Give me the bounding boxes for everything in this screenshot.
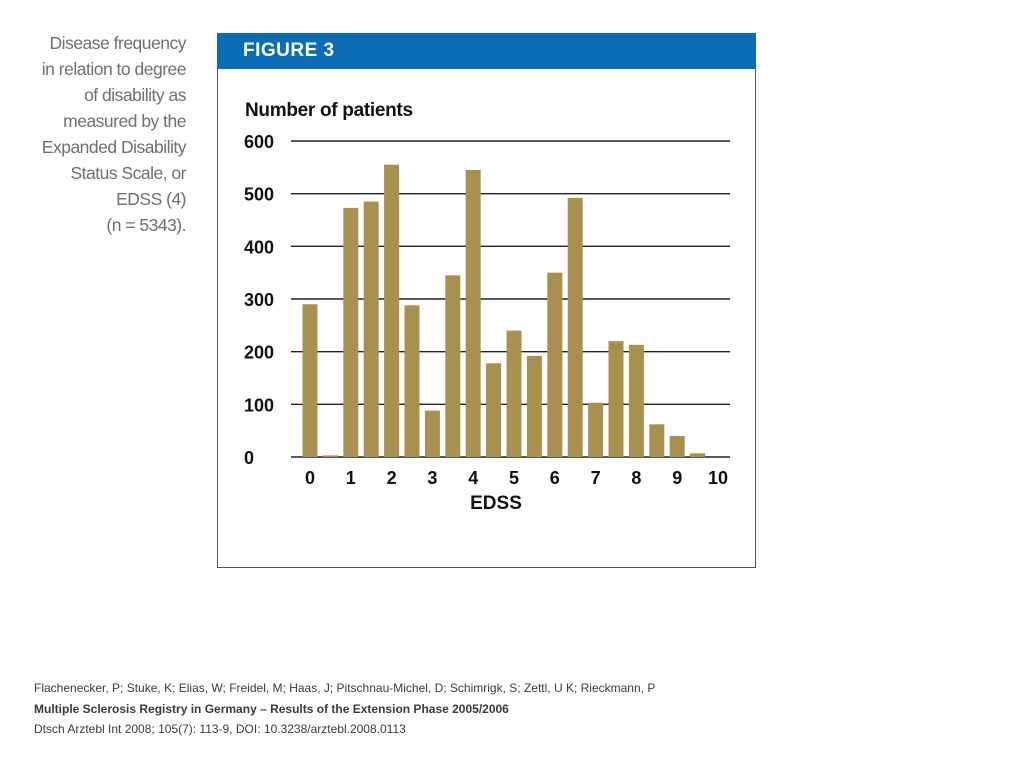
figure-caption: Disease frequency in relation to degree of… <box>20 30 187 238</box>
y-tick-label: 500 <box>244 185 274 205</box>
bar <box>567 197 583 457</box>
bar <box>649 424 665 457</box>
x-tick-label: 8 <box>631 468 641 488</box>
bar <box>322 455 338 457</box>
bar <box>628 344 644 457</box>
citation-authors: Flachenecker, P; Stuke, K; Elias, W; Fre… <box>34 681 656 695</box>
y-tick-label: 200 <box>244 343 274 363</box>
x-tick-label: 10 <box>708 468 728 488</box>
bar <box>384 164 400 457</box>
y-axis-title: Number of patients <box>245 100 413 121</box>
x-tick-label: 0 <box>305 468 315 488</box>
y-tick-label: 400 <box>244 237 274 257</box>
bar <box>302 304 318 457</box>
caption-line: in relation to degree <box>41 59 187 79</box>
caption-line: Disease frequency <box>49 33 187 53</box>
caption-line: Status Scale, or <box>70 163 186 183</box>
figure-label: FIGURE 3 <box>243 40 335 61</box>
caption-line: (n = 5343). <box>106 215 186 235</box>
bar <box>404 305 420 457</box>
x-tick-label: 4 <box>468 468 478 488</box>
figure-panel: FIGURE 3 Number of patients EDSS 0 100 200… <box>217 33 756 568</box>
y-tick-label: 600 <box>244 132 274 152</box>
bar-chart: Number of patients EDSS 0100200300400500… <box>244 100 730 514</box>
x-tick-label: 9 <box>672 468 682 488</box>
bar <box>465 169 481 457</box>
x-tick-label: 6 <box>550 468 560 488</box>
bar <box>486 363 502 457</box>
bar <box>526 355 542 457</box>
caption-line: EDSS (4) <box>116 189 186 209</box>
citation-source: Dtsch Arztebl Int 2008; 105(7): 113-9, D… <box>34 722 406 736</box>
x-tick-label: 1 <box>346 468 356 488</box>
bar <box>588 402 604 457</box>
figure-header-bar: FIGURE 3 <box>217 33 756 69</box>
bar <box>424 410 440 457</box>
caption-line: of disability as <box>84 85 186 105</box>
bar <box>608 341 624 457</box>
caption-line: measured by the <box>63 111 186 131</box>
x-tick-label: 3 <box>427 468 437 488</box>
citation: Flachenecker, P; Stuke, K; Elias, W; Fre… <box>34 678 655 740</box>
x-axis-title: EDSS <box>470 493 522 514</box>
bar <box>669 435 685 457</box>
y-tick-label: 300 <box>244 290 274 310</box>
bar <box>343 207 359 457</box>
caption-line: Expanded Disability <box>41 137 187 157</box>
citation-title: Multiple Sclerosis Registry in Germany –… <box>34 701 509 716</box>
x-tick-label: 7 <box>591 468 601 488</box>
y-tick-label: 0 <box>244 448 254 468</box>
x-tick-label: 5 <box>509 468 519 488</box>
bar <box>445 275 461 457</box>
bar <box>547 272 563 457</box>
bar <box>690 453 706 457</box>
bar <box>506 330 522 457</box>
x-tick-label: 2 <box>387 468 397 488</box>
y-tick-label: 100 <box>244 395 274 415</box>
bar <box>363 201 379 457</box>
